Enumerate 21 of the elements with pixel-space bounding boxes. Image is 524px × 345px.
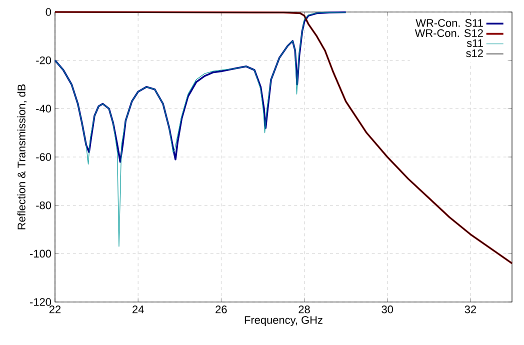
line-series xyxy=(54,12,346,247)
x-tick-label: 22 xyxy=(49,306,61,314)
y-tick-label: -40 xyxy=(36,104,52,113)
x-tick-label: 32 xyxy=(464,306,476,314)
y-tick-label: 0 xyxy=(46,8,52,16)
y-tick-label: -60 xyxy=(36,153,52,161)
legend-label: WR-Con. S11 xyxy=(416,19,483,27)
legend-label: WR-Con. S12 xyxy=(414,29,483,37)
y-tick-label: -120 xyxy=(30,298,52,306)
y-axis-title: Reflection & Transmission, dB xyxy=(17,84,27,230)
x-tick-label: 28 xyxy=(298,306,310,314)
x-tick-label: 26 xyxy=(216,306,227,314)
y-tick-label: -80 xyxy=(36,201,52,210)
x-tick-label: 24 xyxy=(132,306,144,314)
y-tick-label: -20 xyxy=(36,56,52,64)
y-tick-label: -100 xyxy=(30,250,52,258)
line-series xyxy=(54,11,347,163)
legend-label: s11 xyxy=(466,39,483,48)
x-tick-label: 30 xyxy=(382,306,394,314)
legend-label: s12 xyxy=(466,49,483,58)
x-axis-title: Frequency, GHz xyxy=(244,316,322,326)
